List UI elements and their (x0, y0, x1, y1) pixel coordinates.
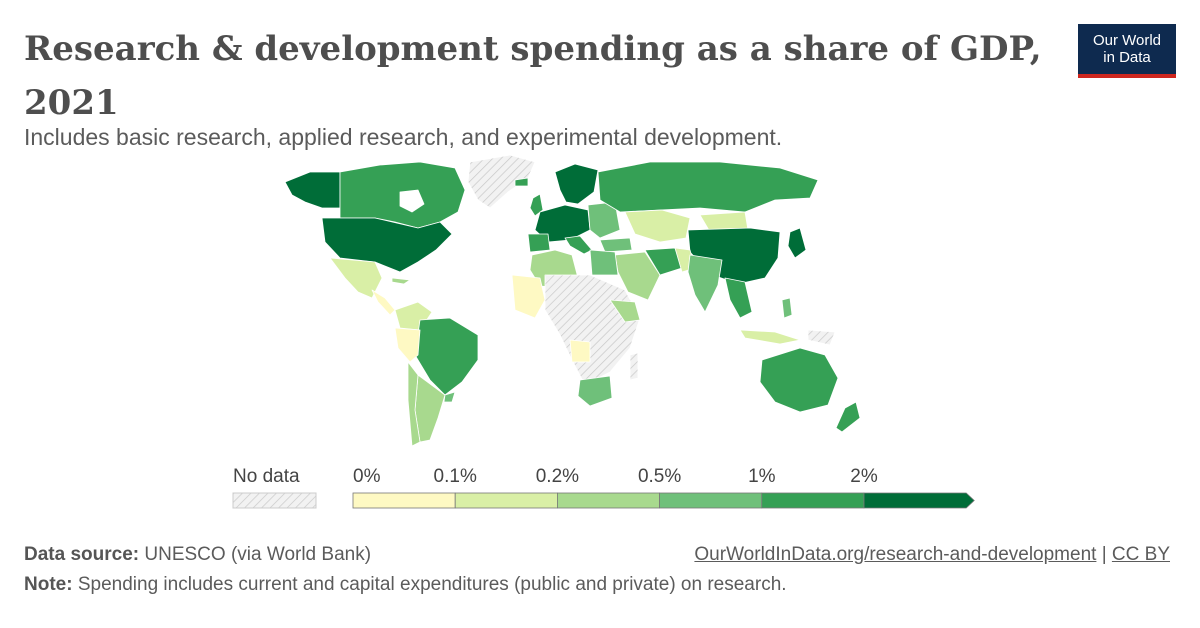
indonesia[interactable] (739, 329, 801, 345)
source-text: UNESCO (via World Bank) (139, 544, 372, 565)
no-data-label: No data (233, 466, 300, 487)
central-africa[interactable] (544, 274, 641, 386)
papua-new-guinea[interactable] (807, 329, 836, 346)
note-text: Spending includes current and capital ex… (72, 574, 787, 595)
legend-bin-label: 2% (850, 466, 878, 487)
world-map[interactable] (0, 150, 1200, 455)
southeast-asia[interactable] (724, 277, 753, 319)
note-label: Note: (24, 574, 73, 595)
legend-bin-swatch (352, 492, 456, 509)
italy[interactable] (564, 235, 593, 255)
legend-bin-label: 0% (353, 466, 381, 487)
logo-line-2: in Data (1103, 49, 1151, 66)
western-europe[interactable] (534, 204, 591, 243)
brazil[interactable] (414, 317, 479, 396)
source-url-link[interactable]: OurWorldInData.org/research-and-developm… (694, 544, 1097, 565)
scandinavia[interactable] (554, 163, 599, 205)
legend-bin-label: 0.1% (434, 466, 477, 487)
south-africa[interactable] (577, 375, 613, 407)
east-africa[interactable] (609, 299, 641, 323)
legend-bin-label: 1% (748, 466, 776, 487)
alaska[interactable] (284, 171, 341, 209)
madagascar[interactable] (629, 352, 639, 381)
chart-subtitle: Includes basic research, applied researc… (24, 124, 783, 150)
legend-bin-label: 0.5% (638, 466, 681, 487)
mexico[interactable] (329, 257, 383, 299)
source-label: Data source: (24, 544, 140, 565)
footer-separator: | (1096, 544, 1112, 565)
chart-title: Research & development spending as a sha… (24, 29, 1042, 123)
cuba[interactable] (391, 277, 411, 285)
uruguay[interactable] (443, 391, 456, 403)
legend-bin-swatch (863, 492, 975, 509)
color-legend: No data 0% 0.1% 0.2% 0.5% 1% 2% (232, 466, 975, 509)
egypt[interactable] (589, 249, 619, 276)
legend-bin-swatch (557, 492, 661, 509)
hudson-bay (399, 189, 425, 213)
footer-right: OurWorldInData.org/research-and-developm… (694, 540, 1170, 570)
west-africa[interactable] (511, 274, 546, 319)
uk[interactable] (529, 193, 544, 217)
japan[interactable] (787, 227, 807, 259)
license-link[interactable]: CC BY (1111, 544, 1170, 565)
usa[interactable] (321, 217, 453, 273)
greenland[interactable] (467, 154, 536, 209)
chile[interactable] (407, 361, 421, 447)
no-data-swatch (232, 492, 317, 509)
legend-bin-swatch (454, 492, 558, 509)
legend-bin-swatch (761, 492, 865, 509)
footer-left: Data source: UNESCO (via World Bank) Not… (24, 540, 787, 600)
legend-bin-swatch (659, 492, 763, 509)
philippines[interactable] (781, 297, 793, 319)
new-zealand[interactable] (835, 401, 861, 433)
legend-bin-label: 0.2% (536, 466, 579, 487)
owid-logo[interactable]: Our World in Data (1078, 24, 1176, 78)
logo-line-1: Our World (1092, 32, 1162, 49)
iberia[interactable] (527, 233, 551, 253)
australia[interactable] (759, 347, 839, 413)
iceland[interactable] (514, 177, 529, 187)
turkey[interactable] (599, 237, 633, 253)
kazakhstan[interactable] (624, 209, 691, 243)
data-source-line: Data source: UNESCO (via World Bank) (24, 540, 787, 570)
peru[interactable] (394, 327, 421, 363)
central-america[interactable] (371, 289, 396, 316)
note-line: Note: Spending includes current and capi… (24, 570, 787, 600)
russia[interactable] (597, 161, 819, 213)
angola[interactable] (569, 339, 591, 363)
india[interactable] (687, 254, 723, 313)
